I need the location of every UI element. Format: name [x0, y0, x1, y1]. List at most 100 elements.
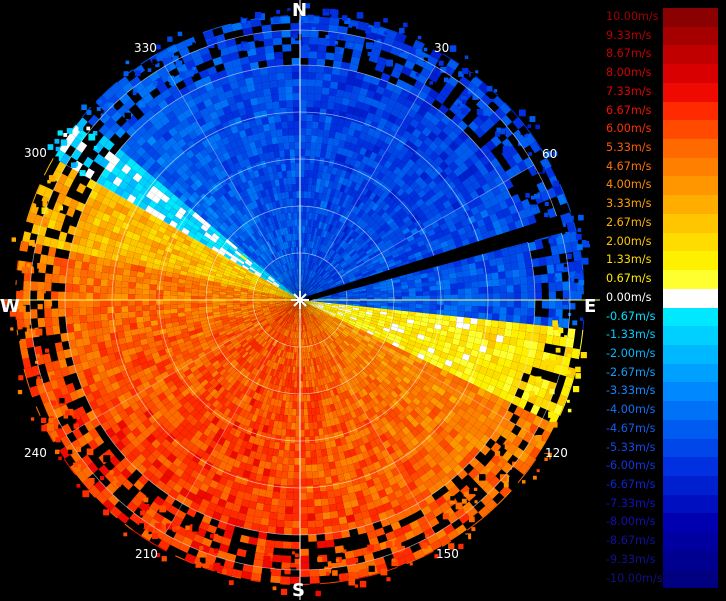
radar-bin	[293, 486, 300, 493]
radar-bin	[401, 289, 408, 293]
radar-bin	[457, 277, 465, 284]
radar-bin	[520, 315, 528, 323]
radar-bin	[172, 555, 184, 566]
radar-bin	[269, 512, 277, 520]
radar-bin	[312, 464, 319, 472]
radar-bin	[257, 538, 267, 546]
radar-bin	[81, 330, 89, 339]
radar-bin	[303, 212, 306, 219]
radar-bin	[310, 149, 316, 156]
radar-bin	[493, 286, 500, 293]
radar-bin	[374, 303, 381, 306]
radar-bin	[322, 80, 330, 88]
radar-bin	[300, 149, 305, 156]
radar-display	[0, 0, 600, 600]
radar-bin	[430, 305, 437, 310]
radar-bin	[430, 290, 437, 295]
radar-bin	[451, 305, 458, 311]
radar-bin	[374, 294, 381, 297]
radar-bin	[335, 496, 343, 504]
radar-bin	[381, 303, 388, 306]
radar-bin	[497, 497, 509, 509]
radar-bin	[308, 72, 316, 79]
radar-bin	[443, 284, 450, 290]
radar-bin	[314, 492, 321, 500]
radar-bin	[321, 94, 329, 102]
radar-bin	[485, 280, 493, 287]
radar-bin	[450, 316, 458, 322]
radar-bin	[292, 528, 300, 535]
radar-bin	[314, 506, 322, 514]
radar-bin	[304, 191, 308, 198]
radar-bin	[307, 191, 311, 198]
radar-bin	[319, 484, 327, 492]
radar-bin	[458, 294, 465, 300]
radar-bin	[388, 567, 400, 577]
radar-bin	[311, 457, 317, 465]
radar-bin	[292, 409, 296, 416]
radar-bin	[509, 254, 517, 263]
radar-bin	[283, 457, 289, 465]
radar-bin	[303, 219, 306, 226]
radar-bin	[490, 265, 498, 273]
radar-bin	[250, 580, 261, 589]
radar-bin	[507, 300, 514, 308]
radar-bin	[563, 291, 570, 300]
radar-bin	[457, 283, 465, 289]
radar-bin	[322, 505, 330, 513]
radar-bin	[303, 381, 306, 388]
radar-bin	[545, 256, 553, 266]
radar-bin	[276, 520, 284, 528]
radar-bin	[472, 288, 479, 295]
radar-bin	[300, 93, 307, 100]
radar-bin	[325, 116, 332, 124]
radar-bin	[300, 514, 308, 521]
radar-bin	[486, 287, 493, 294]
radar-bin	[312, 471, 319, 479]
radar-bin	[305, 451, 311, 458]
radar-bin	[503, 256, 511, 265]
radar-bin	[472, 306, 479, 313]
radar-bin	[307, 107, 314, 114]
radar-bin	[316, 450, 322, 458]
radar-bin	[22, 358, 31, 369]
radar-bin	[300, 86, 308, 93]
radar-bin	[513, 315, 521, 323]
radar-bin	[486, 293, 493, 300]
radar-bin	[289, 458, 295, 465]
radar-bin	[300, 142, 306, 149]
radar-bin	[317, 129, 324, 137]
radar-bin	[534, 275, 542, 284]
radar-bin	[402, 292, 409, 296]
radar-bin	[278, 499, 286, 507]
radar-bin	[450, 284, 457, 290]
radar-bin	[20, 348, 29, 359]
radar-bin	[317, 463, 324, 471]
radar-bin	[521, 284, 528, 292]
radar-bin	[308, 177, 313, 184]
radar-bin	[308, 65, 316, 73]
radar-bin	[499, 314, 507, 322]
radar-bin	[254, 509, 263, 517]
radar-bin	[287, 415, 292, 422]
radar-bin	[294, 472, 300, 479]
radar-bin	[395, 293, 402, 297]
radar-bin	[457, 317, 465, 324]
radar-bin	[300, 479, 307, 486]
radar-bin	[304, 423, 309, 430]
radar-bin	[294, 465, 300, 472]
radar-bin	[538, 257, 546, 267]
radar-bin	[492, 314, 500, 321]
radar-bin	[477, 319, 485, 326]
radar-bin	[273, 555, 283, 563]
radar-bin	[307, 486, 314, 493]
radar-bin	[582, 320, 590, 331]
radar-bin	[538, 334, 546, 344]
radar-bin	[288, 472, 295, 479]
radar-bin	[527, 284, 535, 292]
radar-bin	[292, 514, 300, 521]
radar-bin	[496, 257, 504, 265]
radar-bin	[286, 493, 293, 500]
radar-bin	[332, 110, 340, 118]
radar-bin	[314, 87, 322, 95]
